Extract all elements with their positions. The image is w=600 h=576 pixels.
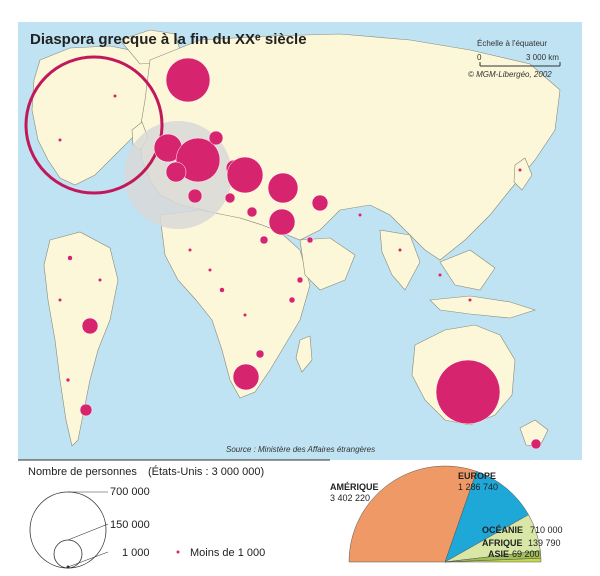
label-oceanie: OCÉANIE [482,525,523,535]
circle-germany [175,137,221,183]
circle-central-asia [311,194,329,212]
legend-leader-3 [67,551,109,568]
dot [208,268,212,272]
circle-middle-east [306,236,314,244]
pie-slice-amérique [348,465,477,563]
circle-chile [65,377,71,383]
india [379,229,421,291]
dot [438,273,442,277]
legend-value-3: 1 000 [122,547,150,559]
circle-france [165,161,187,183]
value-afrique: 139 790 [528,538,561,548]
label-asie: ASIE [488,549,509,559]
circle-egypt [259,235,269,245]
africa [159,209,311,399]
circle-brazil [81,317,99,335]
circle-italy [187,188,203,204]
circle-ukraine [246,206,258,218]
indonesia [429,295,536,319]
legend-title-note: (États-Unis : 3 000 000) [148,465,264,478]
southeast-asia [439,249,496,291]
scale-min: 0 [477,53,482,62]
legend-value-4: Moins de 1 000 [190,547,265,559]
new-zealand [519,419,549,447]
value-amerique: 3 402 220 [330,493,370,503]
dot [243,313,247,317]
dot [518,168,522,172]
legend-leader-2 [67,523,109,541]
circle-kazakhstan [267,172,299,204]
circle-canada [165,57,211,103]
circle-south-africa [232,363,260,391]
legend-dot [176,550,180,554]
small-dots [58,94,522,317]
value-oceanie: 710 000 [530,525,563,535]
dot [113,94,117,98]
pie-slice-asie [444,558,542,563]
value-europe: 1 286 740 [458,482,498,492]
copyright: © MGM-Libergéo, 2002 [468,70,552,79]
dot [468,298,472,302]
madagascar [295,335,313,373]
circle-russia-west [226,156,264,194]
circle-ethiopia [296,276,304,284]
circle-scandinavia [208,130,224,146]
source-note: Source : Ministère des Affaires étrangèr… [226,445,375,454]
circle-caucasus [268,208,296,236]
dot [358,213,362,217]
circle-australia [435,359,501,425]
arabia [299,237,356,291]
circle-venezuela [67,255,73,261]
value-asie: 69 200 [512,549,540,559]
dot [398,248,402,252]
usa-circle-outline [24,55,164,195]
scale-label: Échelle à l'équateur [477,39,547,48]
map-title: Diaspora grecque à la fin du XXᵉ siècle [30,31,307,48]
circle-nigeria [219,287,225,293]
dot [58,138,62,142]
circle-zimbabwe [255,349,265,359]
legend-value-2: 150 000 [110,519,150,531]
label-europe: EUROPE [458,471,496,481]
south-america [43,231,119,447]
dot [98,278,102,282]
circle-new-zealand [530,438,542,450]
legend-value-1: 700 000 [110,486,150,498]
circle-argentina [79,403,93,417]
circle-balkans [224,192,236,204]
circle-kenya [288,296,296,304]
scale-max: 3 000 km [526,53,559,62]
dot [188,248,192,252]
continent-pie-chart [348,465,542,563]
dot [58,298,62,302]
diaspora-circles [65,57,542,450]
legend-title: Nombre de personnes [28,466,137,478]
label-afrique: AFRIQUE [482,538,523,548]
pie-slice-europe [444,471,529,563]
label-amerique: AMÉRIQUE [330,482,379,492]
japan [513,157,533,191]
